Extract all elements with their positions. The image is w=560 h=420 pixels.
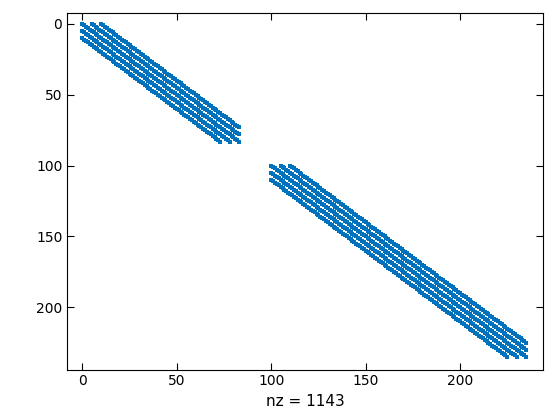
X-axis label: nz = 1143: nz = 1143 xyxy=(266,394,344,409)
